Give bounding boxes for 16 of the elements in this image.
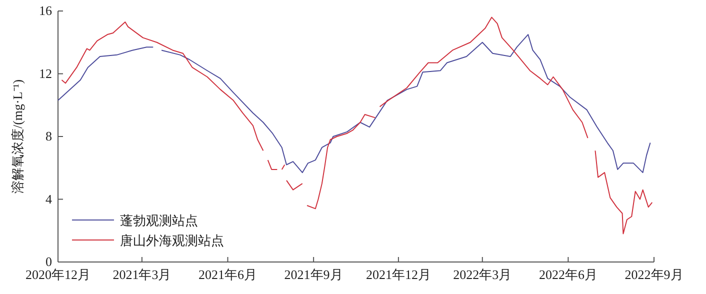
x-tick-label: 2021年3月	[112, 267, 172, 282]
y-tick-label: 8	[46, 128, 52, 144]
y-axis-title: 溶解氧浓度/(mg·L⁻¹)	[10, 79, 25, 194]
legend-label: 唐山外海观测站点	[120, 233, 224, 248]
x-tick-label: 2022年3月	[453, 267, 512, 282]
x-tick-label: 2021年12月	[366, 267, 431, 282]
x-tick-label: 2022年9月	[624, 267, 684, 282]
legend-label: 蓬勃观测站点	[120, 213, 198, 228]
x-tick-label: 2020年12月	[26, 267, 90, 282]
x-tick-label: 2021年9月	[284, 267, 343, 282]
y-tick-label: 12	[39, 66, 52, 81]
y-tick-label: 4	[46, 191, 52, 206]
y-tick-label: 0	[46, 254, 52, 270]
y-tick-label: 16	[39, 3, 52, 18]
x-tick-label: 2022年6月	[538, 267, 598, 282]
x-tick-label: 2021年6月	[198, 267, 258, 282]
